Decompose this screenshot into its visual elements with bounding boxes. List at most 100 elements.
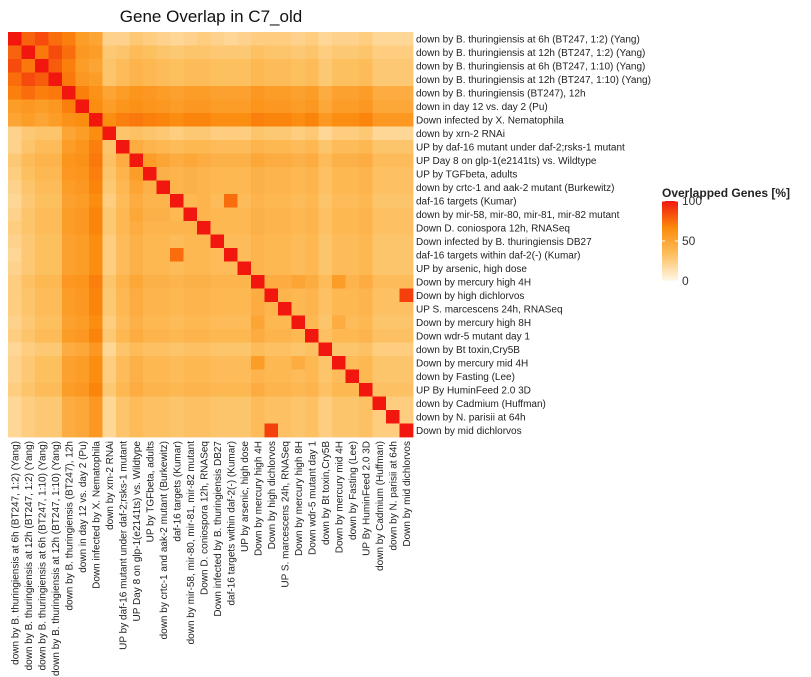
- heatmap-cell: [264, 99, 279, 114]
- heatmap-cell: [224, 261, 238, 276]
- heatmap-cell: [21, 153, 36, 168]
- heatmap-cell: [129, 59, 144, 73]
- heatmap-cell: [264, 315, 279, 330]
- column-label: Down by mercury high 4H: [253, 441, 264, 556]
- heatmap-cell: [89, 410, 103, 424]
- row-label: Down wdr-5 mutant day 1: [416, 331, 530, 342]
- heatmap-cell: [75, 315, 90, 330]
- heatmap-cell: [251, 86, 265, 100]
- heatmap-cell: [21, 356, 36, 370]
- heatmap-cell: [143, 329, 157, 343]
- heatmap-cell: [264, 329, 279, 343]
- heatmap-cell: [305, 72, 319, 87]
- heatmap-cell: [318, 342, 333, 357]
- heatmap-cell: [237, 275, 252, 289]
- heatmap-cell: [372, 410, 387, 424]
- heatmap-cell: [305, 167, 319, 181]
- heatmap-cell: [102, 383, 117, 397]
- heatmap-cell: [143, 45, 157, 60]
- heatmap-cell: [48, 369, 63, 384]
- heatmap-cell: [264, 248, 279, 262]
- heatmap-cell: [21, 302, 36, 316]
- heatmap-cell: [8, 275, 22, 289]
- heatmap-cell: [210, 423, 225, 438]
- heatmap-cell: [75, 275, 90, 289]
- heatmap-cell: [264, 261, 279, 276]
- heatmap-cell: [48, 59, 63, 73]
- heatmap-cell: [210, 113, 225, 127]
- column-label: down by N. parisii at 64h: [388, 441, 399, 551]
- heatmap-cell: [386, 99, 400, 114]
- heatmap-cell: [224, 153, 238, 168]
- heatmap-cell: [8, 167, 22, 181]
- heatmap-cell: [399, 207, 414, 222]
- heatmap-cell: [345, 234, 360, 249]
- heatmap-cell: [305, 32, 319, 46]
- heatmap-cell: [156, 180, 171, 195]
- heatmap-cell: [372, 315, 387, 330]
- heatmap-cell: [386, 86, 400, 100]
- heatmap-cell: [332, 167, 346, 181]
- heatmap-cell: [62, 86, 76, 100]
- heatmap-cell: [399, 288, 414, 303]
- heatmap-cell: [278, 221, 292, 235]
- heatmap-cell: [89, 72, 103, 87]
- heatmap-cell: [332, 288, 346, 303]
- heatmap-cell: [332, 423, 346, 438]
- heatmap-cell: [75, 248, 90, 262]
- heatmap-cell: [89, 99, 103, 114]
- column-label: Down wdr-5 mutant day 1: [307, 441, 318, 555]
- heatmap-cell: [8, 126, 22, 141]
- heatmap-cell: [372, 153, 387, 168]
- heatmap-cell: [305, 99, 319, 114]
- heatmap-cell: [237, 99, 252, 114]
- heatmap-cell: [35, 207, 49, 222]
- heatmap-cell: [278, 32, 292, 46]
- heatmap-cell: [197, 423, 211, 438]
- heatmap-cell: [8, 342, 22, 357]
- heatmap-cell: [305, 261, 319, 276]
- heatmap-cell: [305, 234, 319, 249]
- heatmap-cell: [129, 315, 144, 330]
- heatmap-cell: [48, 32, 63, 46]
- heatmap-cell: [116, 261, 130, 276]
- heatmap-cell: [278, 207, 292, 222]
- heatmap-cell: [197, 248, 211, 262]
- heatmap-cell: [264, 140, 279, 154]
- heatmap-cell: [102, 59, 117, 73]
- heatmap-cell: [278, 59, 292, 73]
- heatmap-cell: [318, 126, 333, 141]
- legend-tick-label: 50: [682, 234, 696, 248]
- heatmap-cell: [129, 410, 144, 424]
- heatmap-cell: [62, 261, 76, 276]
- heatmap-cell: [278, 194, 292, 208]
- heatmap-cell: [251, 396, 265, 411]
- heatmap-cell: [75, 221, 90, 235]
- heatmap-cell: [224, 248, 238, 262]
- heatmap-cell: [332, 342, 346, 357]
- heatmap-cell: [21, 99, 36, 114]
- heatmap-cell: [102, 423, 117, 438]
- heatmap-cell: [170, 194, 184, 208]
- heatmap-cell: [399, 167, 414, 181]
- heatmap-cell: [75, 113, 90, 127]
- heatmap-cell: [129, 72, 144, 87]
- heatmap-cell: [35, 423, 49, 438]
- row-label: daf-16 targets (Kumar): [416, 196, 517, 207]
- heatmap-cell: [291, 275, 306, 289]
- heatmap-cell: [399, 194, 414, 208]
- heatmap-cell: [129, 369, 144, 384]
- heatmap-cell: [318, 86, 333, 100]
- heatmap-cell: [237, 194, 252, 208]
- heatmap-cell: [251, 72, 265, 87]
- heatmap-cell: [251, 329, 265, 343]
- heatmap-cell: [386, 342, 400, 357]
- heatmap-cell: [75, 99, 90, 114]
- heatmap-cell: [48, 329, 63, 343]
- heatmap-cell: [224, 180, 238, 195]
- heatmap-cell: [8, 423, 22, 438]
- heatmap-cell: [359, 275, 373, 289]
- row-label: down by mir-58, mir-80, mir-81, mir-82 m…: [416, 210, 620, 221]
- heatmap-cell: [224, 99, 238, 114]
- heatmap-cell: [278, 383, 292, 397]
